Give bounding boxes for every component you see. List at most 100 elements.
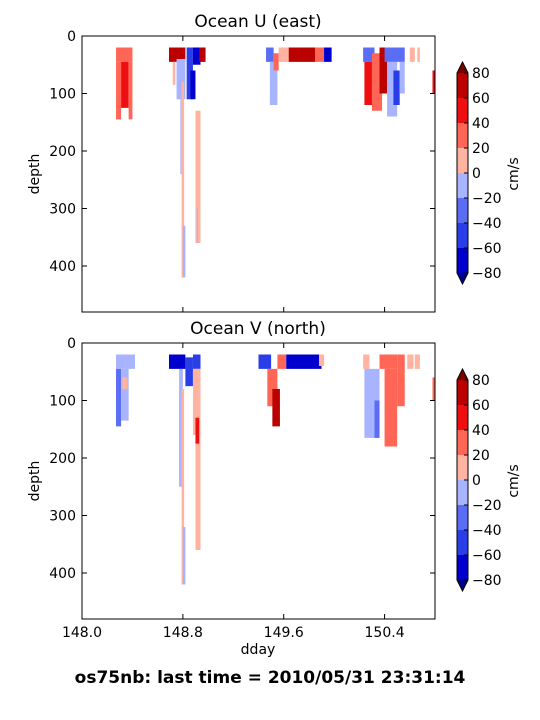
colorbar-tick-label: 0 [472,166,481,182]
velocity-patch [277,354,287,369]
velocity-patch [192,47,201,65]
velocity-patch [192,368,201,436]
colorbar-segment [457,455,468,481]
colorbar-tick-label: 60 [472,91,490,107]
velocity-patch [181,82,185,278]
velocity-patch [168,47,186,62]
velocity-patch [258,354,272,369]
colorbar-segment [457,530,468,556]
velocity-patch [182,225,186,278]
colorbar-segment [457,198,468,224]
velocity-patch [121,368,129,421]
colorbar-label: cm/s [506,157,522,190]
velocity-patch [387,61,398,117]
colorbar-tick-label: −60 [472,548,502,564]
y-tick-label: 100 [49,394,76,410]
colorbar-segment [457,555,468,581]
y-tick-label: 400 [49,566,76,582]
colorbar-tick-label: −60 [472,241,502,257]
velocity-patch [122,377,128,389]
velocity-patch [192,354,201,369]
velocity-patch [414,354,420,369]
colorbar-tick-label: −80 [472,573,502,589]
colorbar-tick-label: 80 [472,66,490,82]
x-tick-label: 149.6 [264,625,304,641]
y-tick-label: 100 [49,87,76,103]
velocity-patch [324,47,332,62]
colorbar-tick-label: 80 [472,373,490,389]
velocity-patch [116,368,122,427]
colorbar-segment [457,405,468,431]
velocity-patch [116,47,133,62]
colorbar-tick-label: −20 [472,191,502,207]
velocity-patch [195,110,201,243]
colorbar-tick-label: −20 [472,498,502,514]
colorbar-segment [457,98,468,124]
velocity-patch [417,47,420,62]
chart-title: Ocean V (north) [190,319,326,339]
x-axis [81,36,386,312]
colorbar-segment [457,380,468,406]
colorbar-tick-label: 40 [472,116,490,132]
velocity-patch [199,47,206,62]
colorbar-segment [457,223,468,249]
velocity-patch [315,47,325,62]
colorbar: −80 −60 −40 −20 0 20 40 60 80 [456,60,502,286]
velocity-patch [286,354,322,369]
y-tick-label: 200 [49,144,76,160]
velocity-patch [176,59,186,100]
y-tick-label: 300 [49,202,76,218]
velocity-patch [384,368,398,447]
colorbar-extend-max [457,369,468,380]
colorbar-segment [457,505,468,531]
colorbar-tick-label: −80 [472,266,502,282]
plot-area: 148.0 148.8 149.6 150.4 0 100 200 300 400 [49,336,436,641]
colorbar-extend-min [457,580,468,591]
colorbar-segment [457,173,468,199]
velocity-patch [364,61,372,106]
y-tick-label: 300 [49,509,76,525]
colorbar-tick-label: 0 [472,473,481,489]
velocity-patch [384,47,405,62]
colorbar-segment [457,248,468,274]
velocity-patch [186,47,193,100]
velocity-patch [128,61,133,120]
velocity-patch [181,389,185,585]
colorbar-tick-label: 60 [472,398,490,414]
chart-title: Ocean U (east) [194,12,321,32]
velocity-patch [407,354,414,369]
colorbar-tick-label: −40 [472,523,502,539]
velocity-patch [121,61,129,108]
velocity-patch [393,70,400,105]
x-axis: 148.0 148.8 149.6 150.4 [62,343,405,641]
colorbar-extend-max [457,62,468,73]
velocity-patch [399,61,405,94]
x-axis-label: dday [241,642,276,658]
velocity-patch [195,423,201,550]
colorbar-label: cm/s [506,464,522,497]
colorbar-tick-label: −40 [472,216,502,232]
panel-ocean-v: Ocean V (north) 148.0 148.8 149.6 150.4 0 10… [27,319,522,658]
y-tick-label: 400 [49,259,76,275]
velocity-patch [374,400,380,438]
velocity-patch [180,99,182,174]
velocity-patch [319,354,325,366]
y-axis-label: depth [27,154,43,195]
velocity-patch [196,208,198,243]
velocity-patch [288,47,316,62]
y-tick-label: 0 [67,29,76,45]
figure-suptitle: os75nb: last time = 2010/05/31 23:31:14 [75,668,466,688]
velocity-patch [379,354,398,369]
velocity-patch [172,61,176,85]
velocity-patch [116,354,135,369]
colorbar-segment [457,73,468,99]
colorbar: −80 −60 −40 −20 0 20 40 60 80 [456,367,502,593]
velocity-patch [190,70,196,100]
colorbar-tick-label: 40 [472,423,490,439]
y-tick-label: 0 [67,336,76,352]
x-tick-label: 148.8 [163,625,203,641]
velocity-patch [266,47,274,62]
velocity-patch [116,61,122,120]
